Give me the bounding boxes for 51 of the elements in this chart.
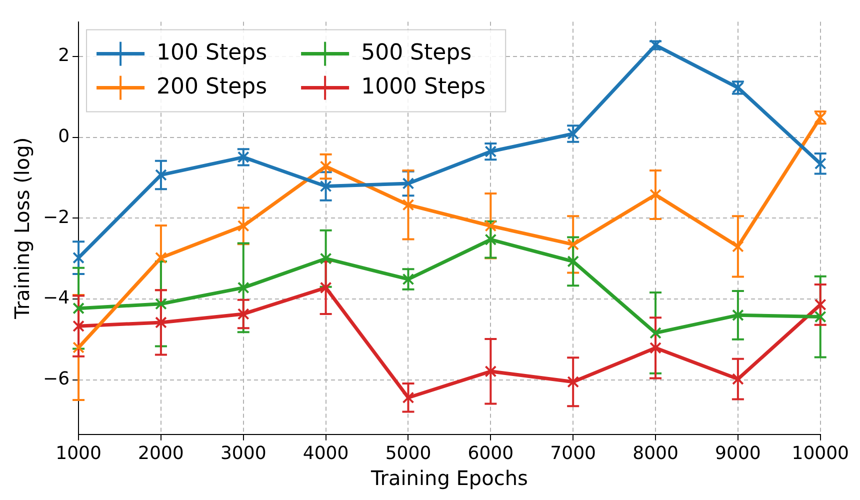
point bbox=[402, 273, 414, 286]
point bbox=[732, 240, 744, 252]
x-tick-label: 7000 bbox=[550, 442, 596, 464]
legend-label: 100 Steps bbox=[156, 40, 268, 66]
y-tick-label: 0 bbox=[58, 126, 70, 148]
point bbox=[237, 282, 250, 294]
x-tick-label: 3000 bbox=[220, 442, 266, 464]
point bbox=[484, 220, 497, 232]
point bbox=[650, 327, 662, 339]
y-axis-title: Training Loss (log) bbox=[10, 137, 34, 320]
point bbox=[320, 282, 332, 294]
x-tick-label: 4000 bbox=[302, 442, 349, 464]
point bbox=[484, 365, 497, 378]
point bbox=[814, 310, 826, 323]
point bbox=[650, 188, 662, 201]
x-tick-label: 8000 bbox=[632, 442, 678, 464]
point bbox=[650, 342, 662, 354]
point bbox=[732, 373, 744, 385]
point bbox=[237, 220, 250, 232]
legend-label: 1000 Steps bbox=[361, 74, 486, 100]
x-tick-label: 2000 bbox=[138, 442, 184, 464]
point bbox=[155, 298, 167, 310]
x-tick-label: 10000 bbox=[792, 442, 849, 464]
y-tick-label: −6 bbox=[42, 368, 70, 390]
point bbox=[567, 238, 580, 250]
x-axis-title: Training Epochs bbox=[370, 466, 528, 490]
point bbox=[732, 309, 744, 322]
point bbox=[814, 298, 826, 311]
x-tick-label: 5000 bbox=[385, 442, 432, 464]
point bbox=[402, 198, 414, 211]
x-tick-label: 9000 bbox=[715, 442, 761, 464]
point bbox=[155, 169, 167, 181]
point bbox=[402, 177, 414, 190]
legend-label: 200 Steps bbox=[156, 74, 268, 100]
x-tick-label: 1000 bbox=[56, 442, 102, 464]
point bbox=[155, 316, 167, 328]
point bbox=[320, 180, 332, 192]
point bbox=[567, 255, 580, 268]
point bbox=[320, 160, 332, 172]
y-tick-label: −4 bbox=[42, 288, 70, 309]
point bbox=[320, 252, 332, 265]
point bbox=[237, 308, 250, 320]
point bbox=[155, 252, 167, 264]
legend-label: 500 Steps bbox=[361, 40, 472, 66]
y-tick-label: −2 bbox=[42, 206, 70, 228]
point bbox=[567, 376, 580, 388]
y-tick-label: 2 bbox=[58, 45, 70, 66]
point bbox=[484, 234, 497, 246]
x-tick-label: 6000 bbox=[468, 442, 514, 464]
point bbox=[814, 158, 826, 170]
point bbox=[402, 392, 414, 404]
